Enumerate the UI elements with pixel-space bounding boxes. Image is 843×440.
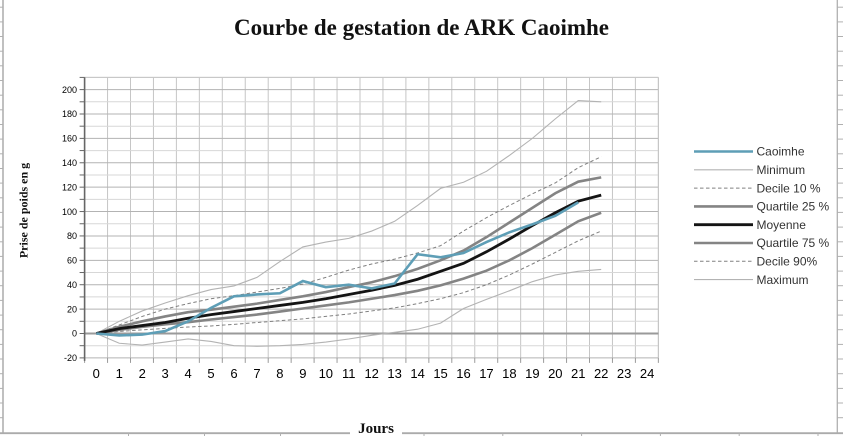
- svg-text:0: 0: [93, 366, 100, 381]
- svg-text:100: 100: [62, 207, 77, 217]
- svg-text:12: 12: [364, 366, 378, 381]
- svg-text:15: 15: [433, 366, 447, 381]
- svg-text:20: 20: [548, 366, 562, 381]
- svg-text:8: 8: [276, 366, 283, 381]
- svg-text:Decile 90%: Decile 90%: [757, 255, 818, 269]
- svg-text:120: 120: [62, 182, 77, 192]
- svg-text:5: 5: [207, 366, 214, 381]
- svg-text:9: 9: [299, 366, 306, 381]
- svg-text:40: 40: [67, 280, 77, 290]
- svg-text:19: 19: [525, 366, 539, 381]
- svg-text:60: 60: [67, 256, 77, 266]
- svg-text:Quartile 25 %: Quartile 25 %: [757, 200, 830, 214]
- svg-text:160: 160: [62, 134, 77, 144]
- svg-text:13: 13: [387, 366, 401, 381]
- svg-text:Maximum: Maximum: [757, 273, 809, 287]
- svg-text:23: 23: [617, 366, 631, 381]
- svg-text:24: 24: [640, 366, 654, 381]
- svg-text:7: 7: [253, 366, 260, 381]
- svg-text:1: 1: [116, 366, 123, 381]
- svg-text:Moyenne: Moyenne: [757, 218, 807, 232]
- svg-text:21: 21: [571, 366, 585, 381]
- svg-text:Minimum: Minimum: [757, 163, 806, 177]
- svg-text:180: 180: [62, 109, 77, 119]
- svg-text:140: 140: [62, 158, 77, 168]
- svg-text:4: 4: [184, 366, 191, 381]
- svg-text:-20: -20: [64, 353, 77, 363]
- svg-text:Caoimhe: Caoimhe: [757, 145, 805, 159]
- svg-text:10: 10: [319, 366, 333, 381]
- svg-text:6: 6: [230, 366, 237, 381]
- svg-text:200: 200: [62, 85, 77, 95]
- svg-text:2: 2: [139, 366, 146, 381]
- svg-text:22: 22: [594, 366, 608, 381]
- svg-text:16: 16: [456, 366, 470, 381]
- svg-text:0: 0: [72, 329, 77, 339]
- svg-text:18: 18: [502, 366, 516, 381]
- svg-text:14: 14: [410, 366, 424, 381]
- svg-text:3: 3: [162, 366, 169, 381]
- svg-text:Quartile 75 %: Quartile 75 %: [757, 236, 830, 250]
- svg-text:11: 11: [342, 366, 356, 381]
- svg-text:17: 17: [479, 366, 493, 381]
- svg-text:Decile 10 %: Decile 10 %: [757, 181, 821, 195]
- svg-text:20: 20: [67, 304, 77, 314]
- svg-text:80: 80: [67, 231, 77, 241]
